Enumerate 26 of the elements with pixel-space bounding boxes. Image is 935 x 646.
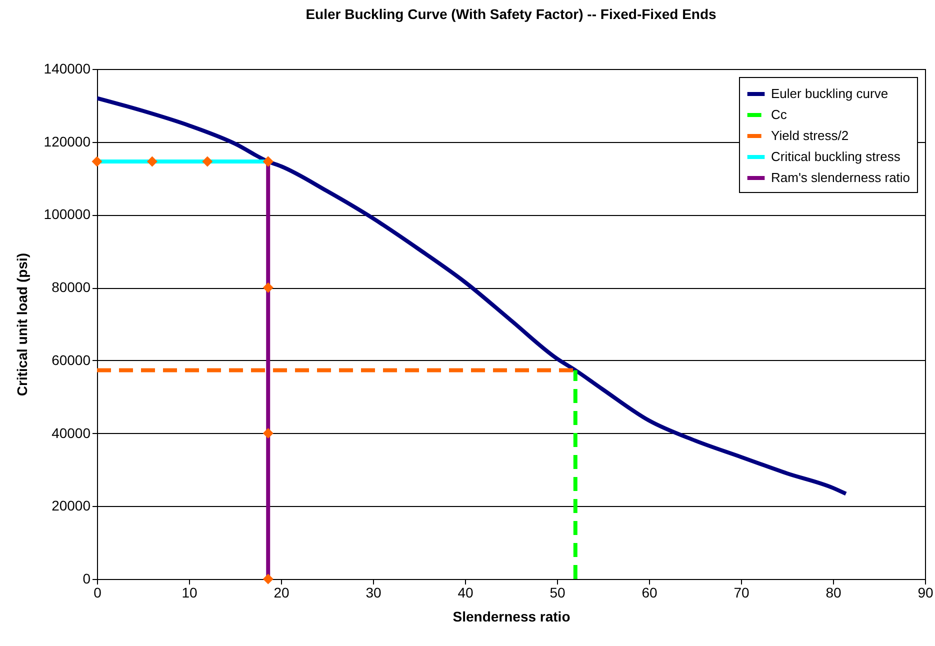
legend-label: Critical buckling stress — [771, 149, 901, 164]
y-tick-label: 80000 — [52, 279, 91, 296]
y-tick-label: 0 — [82, 570, 91, 586]
x-tick-label: 70 — [734, 584, 750, 600]
y-axis-title: Critical unit load (psi) — [14, 252, 30, 396]
x-tick-label: 30 — [366, 584, 382, 600]
y-tick-label: 60000 — [52, 352, 91, 368]
y-tick-label: 140000 — [44, 60, 91, 76]
x-tick-label: 90 — [918, 584, 934, 600]
x-tick-label: 10 — [182, 584, 198, 600]
legend-label: Euler buckling curve — [771, 86, 888, 101]
y-tick-label: 100000 — [44, 206, 91, 222]
x-tick-label: 0 — [94, 584, 102, 600]
x-tick-label: 50 — [550, 584, 566, 600]
x-tick-label: 60 — [642, 584, 658, 600]
legend-label: Cc — [771, 107, 788, 122]
y-tick-label: 20000 — [52, 498, 91, 514]
y-tick-label: 40000 — [52, 424, 91, 441]
x-tick-label: 80 — [826, 584, 842, 600]
x-tick-label: 40 — [458, 584, 474, 600]
x-tick-label: 20 — [274, 584, 290, 600]
legend-label: Yield stress/2 — [771, 128, 849, 143]
legend-label: Ram's slenderness ratio — [771, 170, 910, 185]
chart-title: Euler Buckling Curve (With Safety Factor) -- Fixed-Fixed Ends — [306, 6, 717, 22]
x-axis-title: Slenderness ratio — [452, 608, 570, 624]
y-tick-label: 120000 — [44, 133, 91, 150]
